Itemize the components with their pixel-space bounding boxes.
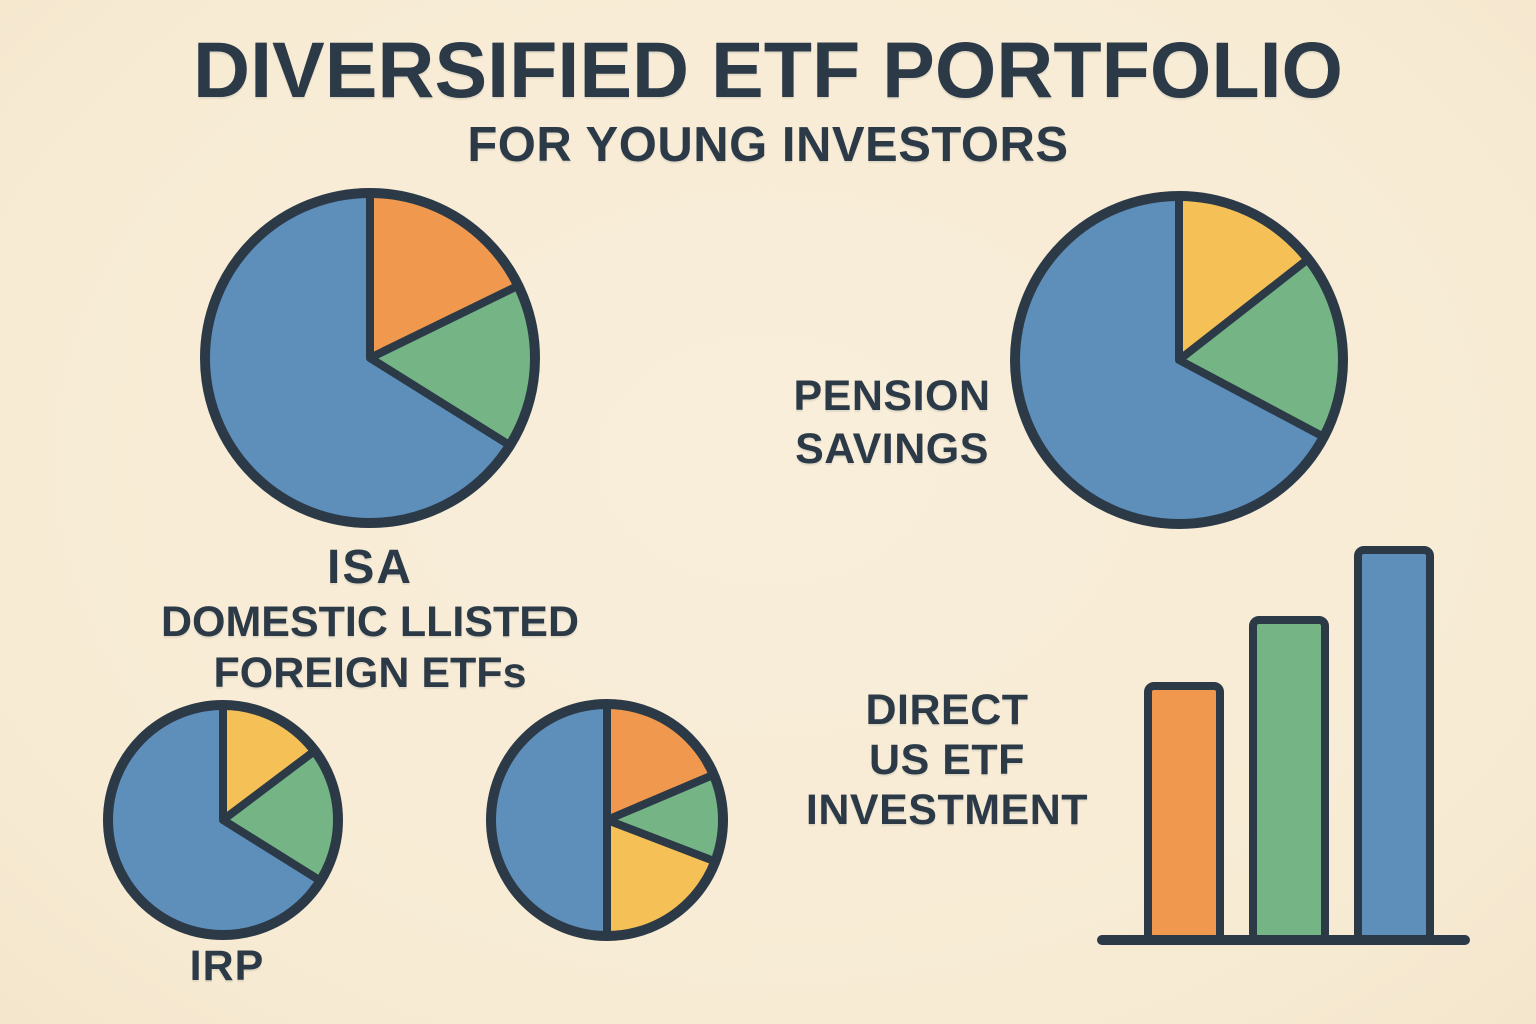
bar-green <box>1249 616 1329 944</box>
pension-caption-line1: PENSION <box>793 372 991 420</box>
pie-slice-blue <box>487 700 611 940</box>
pie-outline <box>1010 191 1348 529</box>
pie-outline <box>486 699 728 941</box>
bar-orange <box>1144 682 1224 944</box>
irp-pie-chart <box>103 700 343 940</box>
direct-us-etf-caption: DIRECT US ETF INVESTMENT <box>787 685 1107 835</box>
mixed-allocation-pie-chart <box>486 699 728 941</box>
pension-caption-line2: SAVINGS <box>795 425 989 473</box>
isa-caption-line1: ISA <box>326 541 413 594</box>
growth-bar-chart <box>1097 546 1470 945</box>
isa-caption-line2: DOMESTIC LLISTED <box>160 598 580 646</box>
pie-outline <box>200 188 540 528</box>
direct-caption-line2: US ETF <box>869 736 1025 784</box>
isa-caption-line3: FOREIGN ETFs <box>213 649 527 697</box>
bar-blue <box>1354 546 1434 944</box>
isa-pie-chart <box>200 188 540 528</box>
isa-caption: ISA DOMESTIC LLISTED FOREIGN ETFs <box>70 539 670 699</box>
irp-caption: IRP <box>189 942 265 990</box>
pie-outline <box>103 700 343 940</box>
pension-caption: PENSION SAVINGS <box>742 370 1042 476</box>
page-title: DIVERSIFIED ETF PORTFOLIO <box>193 25 1343 114</box>
direct-caption-line1: DIRECT <box>865 686 1029 734</box>
pension-savings-pie-chart <box>1010 191 1348 529</box>
direct-caption-line3: INVESTMENT <box>805 786 1089 834</box>
page-subtitle: FOR YOUNG INVESTORS <box>467 118 1069 172</box>
